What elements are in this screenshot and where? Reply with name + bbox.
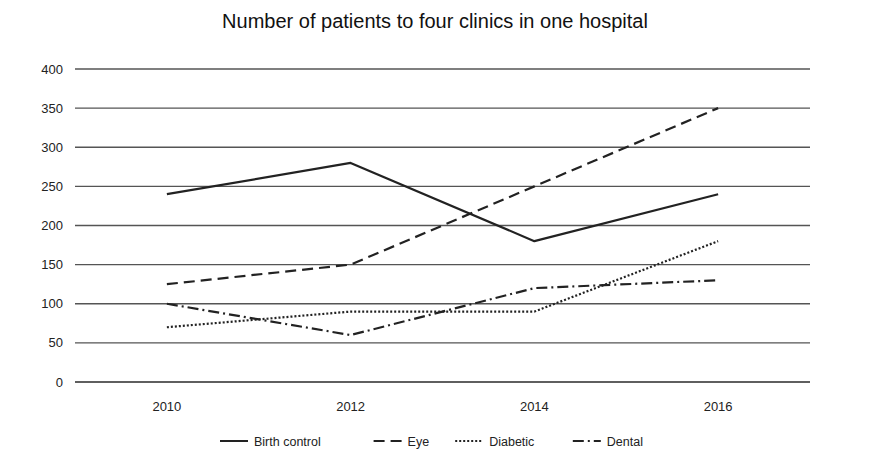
grid-line <box>75 186 810 187</box>
legend: Birth control Eye Diabetic Dental <box>220 435 643 449</box>
x-tick-label: 2016 <box>704 399 733 414</box>
y-tick-label: 50 <box>49 335 63 350</box>
grid <box>75 69 810 382</box>
title: Number of patients to four clinics in on… <box>222 10 648 32</box>
y-tick-label: 0 <box>56 375 63 390</box>
legend-label: Birth control <box>254 435 321 449</box>
x-axis-line <box>75 381 810 382</box>
grid-line <box>75 303 810 304</box>
grid-line <box>75 342 810 343</box>
y-tick-label: 400 <box>41 62 63 77</box>
legend-swatch <box>455 440 483 442</box>
grid-line <box>75 225 810 226</box>
plot-area <box>167 108 718 335</box>
y-tick-label: 100 <box>41 296 63 311</box>
y-tick-label: 250 <box>41 179 63 194</box>
legend-swatch <box>374 440 402 442</box>
y-tick-label: 150 <box>41 257 63 272</box>
y-tick-label: 200 <box>41 218 63 233</box>
x-tick-label: 2014 <box>520 399 549 414</box>
y-tick-label: 350 <box>41 101 63 116</box>
grid-line <box>75 107 810 108</box>
x-tick-label: 2012 <box>336 399 365 414</box>
y-tick-label: 300 <box>41 140 63 155</box>
legend-label: Eye <box>408 435 430 449</box>
grid-line <box>75 68 810 69</box>
chart: Number of patients to four clinics in on… <box>0 0 870 458</box>
grid-line <box>75 381 810 382</box>
series-line <box>167 280 718 335</box>
legend-label: Diabetic <box>489 435 534 449</box>
x-tick-label: 2010 <box>152 399 181 414</box>
series-line <box>167 108 718 284</box>
legend-swatch <box>220 440 248 442</box>
series-line <box>167 163 718 241</box>
grid-line <box>75 147 810 148</box>
grid-line <box>75 264 810 265</box>
legend-label: Dental <box>607 435 643 449</box>
legend-swatch <box>573 440 601 442</box>
